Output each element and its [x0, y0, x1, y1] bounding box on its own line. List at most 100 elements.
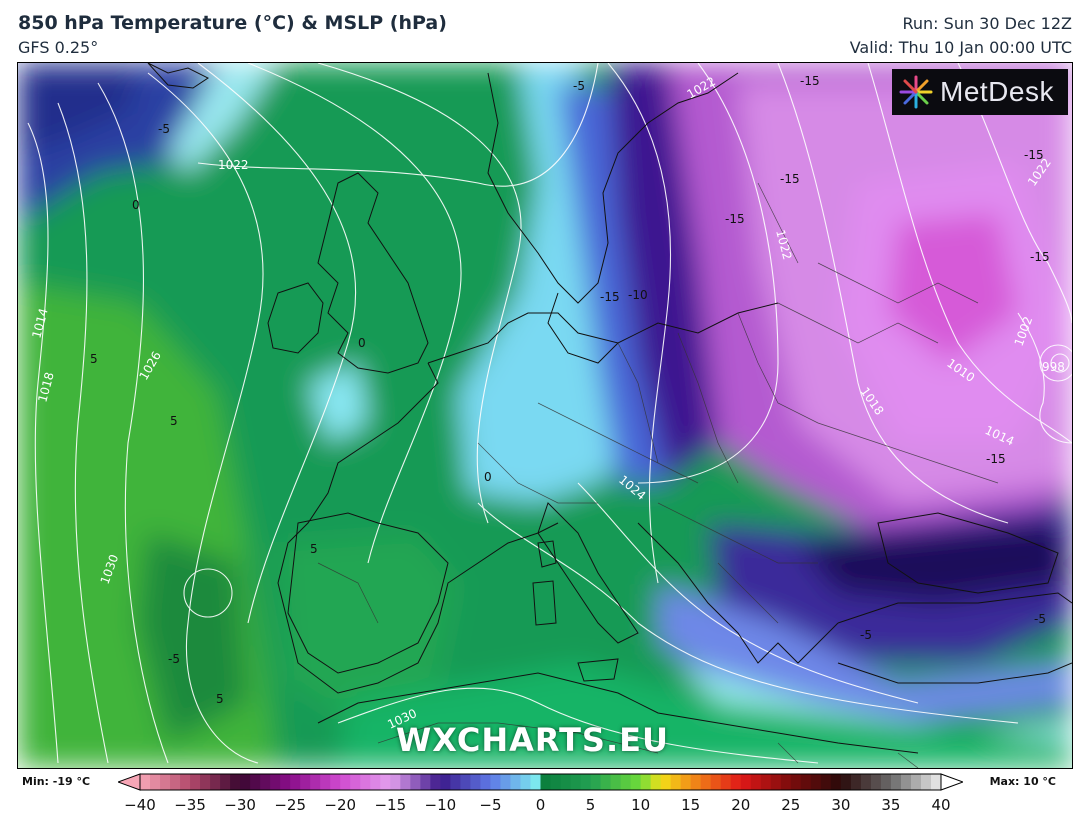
- watermark: WXCHARTS.EU: [396, 721, 669, 759]
- colorbar-cell: [750, 774, 762, 790]
- colorbar-cell: [480, 774, 491, 790]
- colorbar-cell: [150, 774, 161, 790]
- colorbar-cell: [470, 774, 481, 790]
- colorbar-cell: [270, 774, 281, 790]
- colorbar-cell: [660, 774, 672, 790]
- colorbar-cell: [820, 774, 832, 790]
- temp-label: -5: [860, 628, 872, 642]
- temp-label: 5: [216, 692, 224, 706]
- isobar-label: 1022: [218, 158, 249, 172]
- colorbar-cell: [410, 774, 421, 790]
- metdesk-sunburst-icon: [899, 75, 933, 109]
- chart-title: 850 hPa Temperature (°C) & MSLP (hPa): [18, 12, 447, 34]
- temp-label: -5: [573, 79, 585, 93]
- colorbar-cell: [700, 774, 712, 790]
- colorbar-cell: [330, 774, 341, 790]
- colorbar-tick-label: 10: [631, 796, 651, 814]
- colorbar-cell: [590, 774, 602, 790]
- isobar-lines: [27, 63, 1072, 764]
- colorbar-ticks: −40 −35 −30 −25 −20 −15 −10 −5 0 5 10 15 20 25 30 35 40: [0, 796, 1088, 820]
- colorbar-cell: [790, 774, 802, 790]
- colorbar-tick-label: −40: [124, 796, 156, 814]
- colorbar-max-label: Max: 10 °C: [989, 775, 1056, 788]
- colorbar-cell: [580, 774, 592, 790]
- colorbar-cell: [380, 774, 391, 790]
- colorbar-cell: [170, 774, 181, 790]
- colorbar-cell: [920, 774, 932, 790]
- colorbar-cell: [140, 774, 151, 790]
- isobar-label: 998: [1042, 360, 1065, 374]
- colorbar-cell: [490, 774, 501, 790]
- colorbar-tick-label: 5: [585, 796, 596, 814]
- colorbar-cell: [510, 774, 521, 790]
- country-borders: [317, 182, 999, 768]
- colorbar-cell: [310, 774, 321, 790]
- run-label: Run: Sun 30 Dec 12Z: [902, 14, 1073, 33]
- colorbar-cell: [740, 774, 752, 790]
- colorbar-cell: [160, 774, 171, 790]
- colorbar-cell: [810, 774, 822, 790]
- colorbar-cell: [300, 774, 311, 790]
- colorbar-cell: [830, 774, 842, 790]
- colorbar-cell: [250, 774, 261, 790]
- colorbar-cell: [520, 774, 531, 790]
- temp-label: 5: [310, 542, 318, 556]
- colorbar-cell: [190, 774, 201, 790]
- colorbar-cell: [230, 774, 241, 790]
- temp-label: -5: [158, 122, 170, 136]
- colorbar-cell: [710, 774, 722, 790]
- colorbar-cell: [460, 774, 471, 790]
- temp-label: -10: [628, 288, 648, 302]
- colorbar-cell: [370, 774, 381, 790]
- temp-label: 5: [90, 352, 98, 366]
- model-label: GFS 0.25°: [18, 38, 99, 57]
- temp-label: -15: [800, 74, 820, 88]
- colorbar-cell: [760, 774, 772, 790]
- colorbar-cell: [540, 774, 552, 790]
- temp-label: -15: [780, 172, 800, 186]
- colorbar-cell: [840, 774, 852, 790]
- colorbar-cell: [770, 774, 782, 790]
- colorbar-cell: [280, 774, 291, 790]
- colorbar-cell: [900, 774, 912, 790]
- colorbar-tick-label: −35: [174, 796, 206, 814]
- colorbar-cell: [630, 774, 642, 790]
- colorbar-cell: [880, 774, 892, 790]
- colorbar-cell: [360, 774, 371, 790]
- temperature-field: [18, 63, 1072, 768]
- colorbar-cell: [560, 774, 572, 790]
- colorbar-cell: [550, 774, 562, 790]
- colorbar-cell: [720, 774, 732, 790]
- colorbar-cell: [850, 774, 862, 790]
- colorbar-cell: [870, 774, 882, 790]
- colorbar-cell: [680, 774, 692, 790]
- colorbar-cell: [530, 774, 541, 790]
- colorbar-tick-label: −25: [274, 796, 307, 814]
- colorbar-tick-label: 20: [731, 796, 751, 814]
- colorbar-cell: [390, 774, 401, 790]
- colorbar-cell: [320, 774, 331, 790]
- colorbar-cell: [610, 774, 622, 790]
- temperature-labels: -5 0 -5 -15 -15 -15 -15 -15 -10 -15 0 5 …: [90, 74, 1050, 706]
- colorbar-cell: [350, 774, 361, 790]
- colorbar-tick-label: 15: [681, 796, 701, 814]
- colorbar-cell: [620, 774, 632, 790]
- colorbar-tick-label: −30: [224, 796, 256, 814]
- colorbar-cell: [420, 774, 431, 790]
- temp-label: -5: [1034, 612, 1046, 626]
- weather-map: -5 0 -5 -15 -15 -15 -15 -15 -10 -15 0 5 …: [17, 62, 1073, 769]
- colorbar-cell: [240, 774, 251, 790]
- colorbar-cell: [340, 774, 351, 790]
- colorbar-cell: [800, 774, 812, 790]
- colorbar-cell: [220, 774, 231, 790]
- colorbar-tick-label: 35: [881, 796, 901, 814]
- colorbar-cell: [200, 774, 211, 790]
- colorbar-cell: [640, 774, 652, 790]
- temp-label: -15: [600, 290, 620, 304]
- colorbar-cell: [910, 774, 922, 790]
- colorbar-cell: [210, 774, 221, 790]
- colorbar-cell: [430, 774, 441, 790]
- colorbar-cell: [890, 774, 902, 790]
- temp-label: -15: [986, 452, 1006, 466]
- colorbar-cell: [260, 774, 271, 790]
